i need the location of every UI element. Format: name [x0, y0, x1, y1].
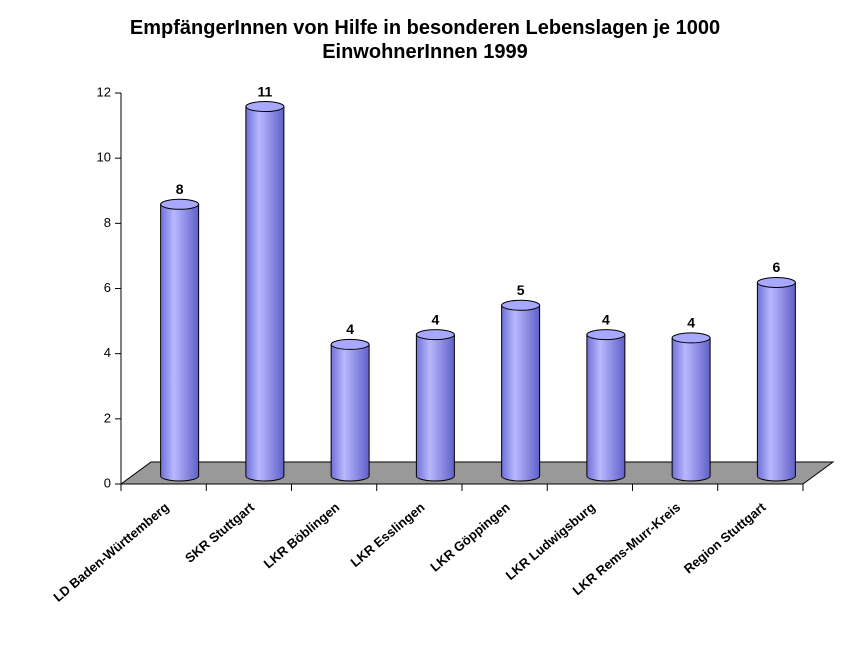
y-tick-label: 0 — [104, 475, 111, 490]
x-tick-label: LKR Göppingen — [427, 499, 512, 574]
y-tick-label: 10 — [97, 150, 111, 165]
cylinder — [160, 198, 200, 482]
cylinder-top — [245, 101, 285, 113]
value-label: 11 — [257, 83, 272, 99]
cylinder-top — [501, 299, 541, 311]
value-label: 4 — [346, 321, 354, 337]
cylinder — [245, 101, 285, 482]
bar — [415, 334, 455, 482]
cylinder — [501, 299, 541, 482]
bar — [501, 304, 541, 482]
y-tick-label: 12 — [97, 84, 111, 99]
x-tick-label: LD Baden-Württemberg — [50, 499, 171, 604]
bar — [160, 203, 200, 482]
bar — [245, 106, 285, 482]
x-tick-label: LKR Ludwigsburg — [503, 499, 598, 582]
cylinder — [671, 332, 711, 482]
value-label: 4 — [431, 311, 439, 327]
cylinder — [415, 329, 455, 482]
x-tick-label: SKR Stuttgart — [182, 499, 257, 566]
value-label: 4 — [602, 311, 610, 327]
y-tick-label: 4 — [104, 345, 111, 360]
x-tick-label: LKR Esslingen — [348, 499, 428, 569]
value-label: 6 — [772, 259, 780, 275]
value-label: 8 — [176, 181, 184, 197]
floor — [119, 461, 835, 485]
cylinder-top — [330, 338, 370, 350]
x-tick-label: LKR Böblingen — [261, 499, 343, 571]
y-tick-label: 8 — [104, 215, 111, 230]
cylinder — [756, 277, 796, 482]
value-label: 5 — [517, 282, 525, 298]
cylinder-top — [586, 329, 626, 341]
cylinder — [330, 338, 370, 482]
bar — [586, 334, 626, 482]
x-tick-label: Region Stuttgart — [681, 499, 769, 576]
cylinder-top — [160, 198, 200, 210]
bar — [756, 282, 796, 482]
chart-title: EmpfängerInnen von Hilfe in besonderen L… — [129, 17, 721, 63]
cylinder-top — [756, 277, 796, 288]
y-tick-label: 2 — [104, 410, 111, 425]
y-tick-label: 6 — [104, 280, 111, 295]
value-label: 4 — [687, 315, 695, 331]
cylinder-top — [415, 329, 455, 341]
bar — [330, 343, 370, 482]
cylinder-top — [671, 332, 711, 344]
cylinder — [586, 329, 626, 482]
bar — [671, 337, 711, 482]
